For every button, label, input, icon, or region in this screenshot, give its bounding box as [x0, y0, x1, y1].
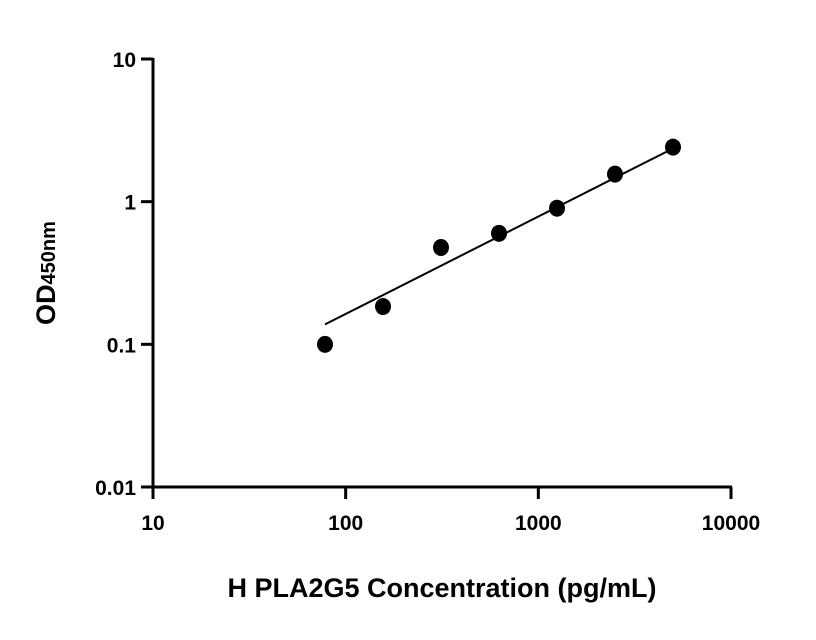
x-tick-label: 10 [141, 512, 164, 535]
data-point [433, 239, 450, 257]
data-point [491, 224, 508, 242]
data-point [375, 298, 392, 316]
x-tick-label: 100 [328, 512, 363, 535]
x-axis-label: H PLA2G5 Concentration (pg/mL) [227, 573, 656, 603]
data-point [317, 335, 334, 353]
y-tick-label: 0.1 [107, 334, 137, 357]
y-axis-label: OD450nm [31, 221, 61, 325]
y-tick-label: 0.01 [95, 477, 136, 500]
y-axis-label-sub: 450nm [38, 221, 60, 284]
ticks: 10 100 1000 10000 0.01 0.1 1 10 [95, 49, 760, 535]
data-point [549, 199, 566, 217]
data-point [665, 138, 682, 156]
axes [141, 58, 732, 499]
y-tick-label: 10 [113, 49, 136, 72]
x-tick-label: 10000 [702, 512, 760, 535]
data-point [607, 165, 624, 183]
x-tick-label: 1000 [515, 512, 562, 535]
data-points [317, 138, 682, 353]
y-tick-label: 1 [124, 192, 136, 215]
y-axis-label-main: OD [31, 284, 61, 325]
